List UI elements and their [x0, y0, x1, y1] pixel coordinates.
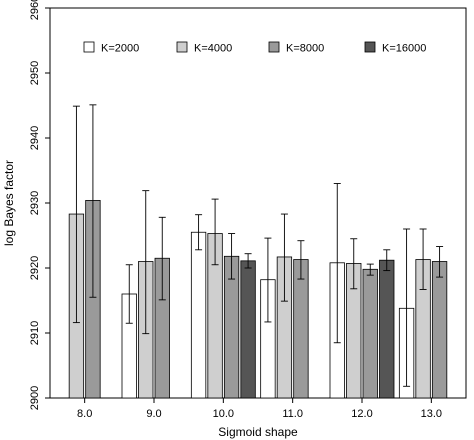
x-tick-label: 9.0 [146, 408, 161, 420]
y-tick-label: 2920 [29, 256, 41, 280]
legend-label: K=4000 [194, 43, 232, 55]
x-tick-label: 10.0 [213, 408, 234, 420]
legend-label: K=16000 [382, 43, 426, 55]
y-tick-label: 2960 [29, 0, 41, 20]
legend-swatch [268, 41, 280, 53]
y-tick-label: 2910 [29, 321, 41, 345]
legend-swatch [83, 41, 95, 53]
y-axis: 2900 2910 2920 2930 2940 2950 2960 [29, 0, 50, 410]
bar [240, 260, 256, 399]
x-tick-label: 11.0 [282, 408, 303, 420]
x-tick-label: 12.0 [351, 408, 372, 420]
legend-swatch [176, 41, 188, 53]
legend-label: K=2000 [101, 43, 139, 55]
error-bars-group [72, 104, 444, 387]
legend-label: K=8000 [286, 43, 324, 55]
bar [431, 261, 448, 399]
x-axis-title: Sigmoid shape [218, 425, 298, 439]
x-tick-label: 13.0 [421, 408, 442, 420]
bar [379, 259, 395, 399]
y-tick-label: 2950 [29, 61, 41, 85]
legend-swatch [364, 41, 376, 53]
bar [190, 231, 207, 399]
x-axis: 8.0 9.0 10.0 11.0 12.0 13.0 [77, 398, 442, 420]
y-axis-title: log Bayes factor [2, 160, 16, 246]
bar [362, 268, 378, 399]
y-tick-label: 2900 [29, 386, 41, 410]
legend: K=2000 K=4000 K=8000 K=16000 [83, 41, 426, 55]
x-tick-label: 8.0 [77, 408, 92, 420]
y-tick-label: 2940 [29, 126, 41, 150]
bar [293, 259, 309, 399]
y-tick-label: 2930 [29, 191, 41, 215]
bars-group [68, 199, 448, 399]
